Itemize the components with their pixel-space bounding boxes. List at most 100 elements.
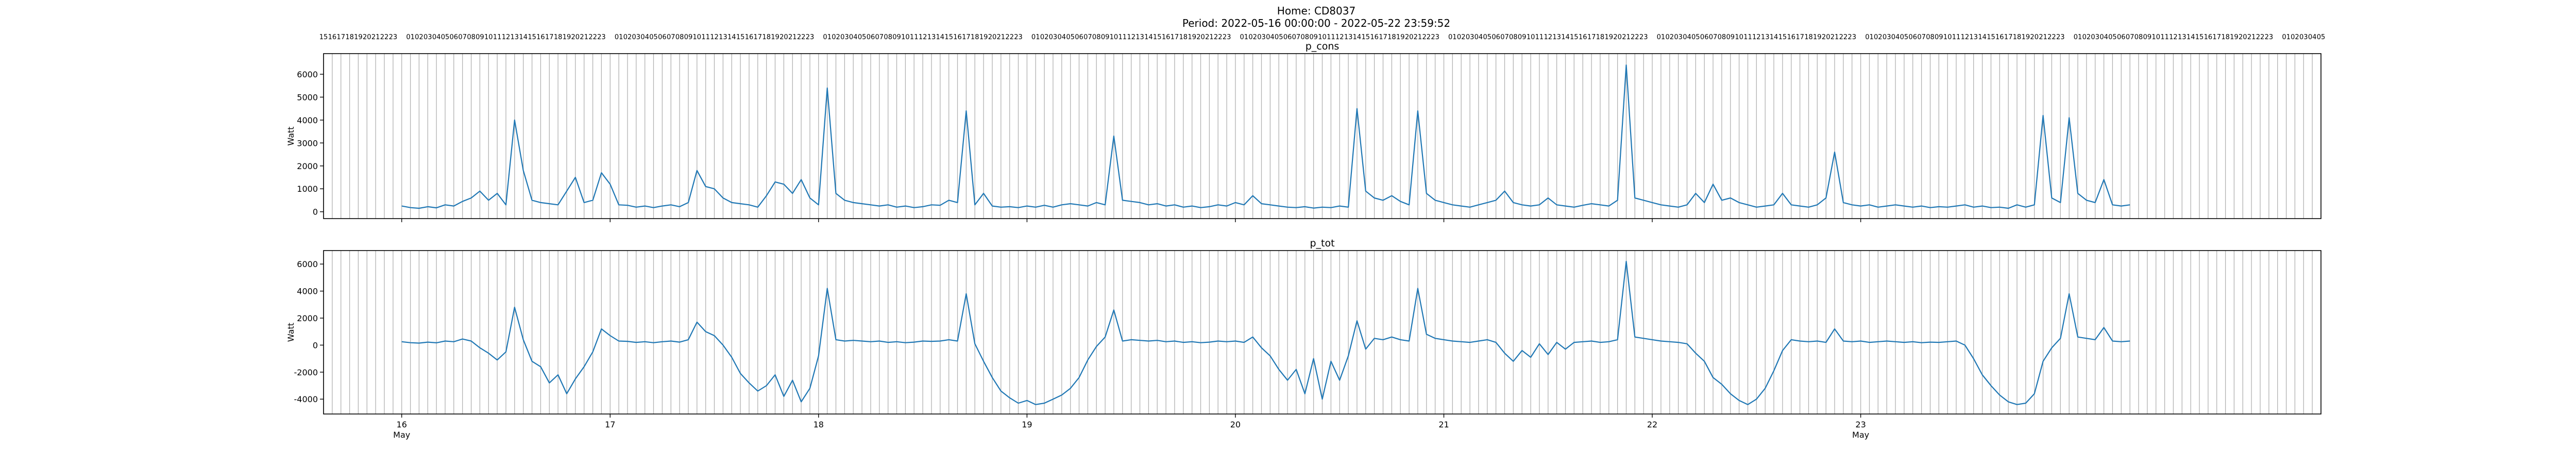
y-tick-label: 0	[313, 207, 318, 217]
top-hour-tick-label: 04	[1058, 34, 1066, 41]
top-hour-tick-label: 04	[1683, 34, 1691, 41]
top-hour-tick-label: 02	[1248, 34, 1257, 41]
top-hour-tick-label: 15	[1362, 34, 1370, 41]
top-hour-tick-label: 06	[450, 34, 459, 41]
top-hour-tick-label: 10	[1943, 34, 1952, 41]
top-hour-tick-label: 20	[1405, 34, 1414, 41]
top-hour-tick-label: 03	[423, 34, 432, 41]
top-hour-tick-label: 22	[2256, 34, 2265, 41]
top-hour-tick-label: 11	[701, 34, 710, 41]
top-hour-tick-label: 09	[1101, 34, 1110, 41]
top-hour-tick-label: 11	[910, 34, 919, 41]
top-hour-tick-label: 11	[1535, 34, 1544, 41]
top-hour-tick-label: 21	[1622, 34, 1631, 41]
top-hour-tick-label: 17	[1795, 34, 1804, 41]
top-hour-tick-label: 02	[2082, 34, 2091, 41]
x-tick-label: 21	[1438, 420, 1449, 429]
top-hour-tick-label: 06	[867, 34, 875, 41]
top-hour-tick-label: 02	[1040, 34, 1049, 41]
top-hour-tick-label: 08	[2134, 34, 2143, 41]
top-hour-tick-label: 22	[588, 34, 597, 41]
top-hour-tick-label: 20	[988, 34, 997, 41]
top-hour-tick-label: 22	[1839, 34, 1848, 41]
top-hour-tick-label: 15	[944, 34, 953, 41]
top-hour-tick-label: 18	[971, 34, 979, 41]
top-hour-tick-label: 20	[2030, 34, 2039, 41]
y-tick-label: 4000	[297, 287, 318, 296]
top-hour-tick-label: 01	[406, 34, 415, 41]
y-tick-label: 0	[313, 340, 318, 350]
top-hour-tick-label: 16	[536, 34, 545, 41]
top-hour-tick-label: 07	[1500, 34, 1509, 41]
top-hour-tick-label: 13	[1969, 34, 1978, 41]
top-hour-tick-label: 08	[1509, 34, 1518, 41]
top-hour-tick-label: 10	[2151, 34, 2160, 41]
top-hour-tick-label: 17	[336, 34, 345, 41]
y-tick-label: -4000	[294, 394, 318, 404]
top-hour-tick-label: 03	[1049, 34, 1058, 41]
top-hour-tick-label: 16	[328, 34, 337, 41]
top-hour-tick-label: 06	[658, 34, 667, 41]
series-line	[401, 260, 2130, 405]
top-hour-tick-label: 08	[1718, 34, 1726, 41]
top-hour-tick-label: 06	[2117, 34, 2126, 41]
top-hour-tick-label: 19	[771, 34, 779, 41]
top-hour-tick-label: 14	[519, 34, 528, 41]
axes-frame	[323, 250, 2321, 415]
top-hour-tick-label: 04	[2099, 34, 2108, 41]
top-hour-tick-label: 17	[962, 34, 971, 41]
top-hour-tick-label: 12	[502, 34, 511, 41]
top-hour-tick-label: 14	[936, 34, 945, 41]
top-hour-tick-label: 23	[2265, 34, 2274, 41]
top-hour-tick-label: 22	[1005, 34, 1014, 41]
top-hour-tick-label: 01	[1240, 34, 1249, 41]
top-hour-tick-label: 17	[754, 34, 762, 41]
top-hour-tick-label: 14	[1978, 34, 1987, 41]
top-hour-tick-label: 15	[319, 34, 328, 41]
top-hour-tick-label: 02	[2291, 34, 2299, 41]
top-hour-tick-label: 14	[727, 34, 736, 41]
x-tick-label: 17	[605, 420, 615, 429]
y-tick-label: 5000	[297, 92, 318, 102]
top-hour-tick-label: 18	[1804, 34, 1813, 41]
top-hour-tick-label: 14	[1144, 34, 1153, 41]
top-hour-tick-label: 22	[1214, 34, 1223, 41]
top-hour-tick-label: 13	[2178, 34, 2187, 41]
top-hour-tick-label: 08	[467, 34, 476, 41]
panel-title: p_tot	[1310, 238, 1334, 249]
top-hour-tick-label: 20	[1822, 34, 1831, 41]
top-hour-tick-label: 14	[1353, 34, 1362, 41]
top-hour-tick-label: 19	[979, 34, 988, 41]
top-hour-tick-label: 21	[997, 34, 1006, 41]
top-hour-tick-label: 12	[1127, 34, 1136, 41]
top-hour-tick-label: 11	[1952, 34, 1961, 41]
top-hour-tick-label: 12	[1544, 34, 1553, 41]
top-hour-tick-label: 13	[1552, 34, 1561, 41]
top-hour-tick-label: 06	[1283, 34, 1292, 41]
top-hour-tick-label: 21	[1831, 34, 1839, 41]
y-tick-label: -2000	[294, 368, 318, 377]
top-hour-tick-label: 18	[345, 34, 354, 41]
top-hour-tick-label: 19	[354, 34, 363, 41]
y-axis-label: Watt	[286, 126, 296, 145]
x-tick-label: 23	[1855, 420, 1866, 429]
top-hour-tick-label: 08	[1301, 34, 1310, 41]
top-hour-tick-label: 18	[2221, 34, 2230, 41]
top-hour-tick-label: 01	[1448, 34, 1457, 41]
top-hour-tick-label: 16	[1162, 34, 1171, 41]
top-hour-tick-label: 08	[675, 34, 684, 41]
top-hour-tick-label: 02	[623, 34, 632, 41]
y-tick-label: 6000	[297, 259, 318, 269]
top-hour-tick-label: 18	[1596, 34, 1605, 41]
top-hour-tick-label: 04	[1475, 34, 1483, 41]
top-hour-tick-label: 21	[1414, 34, 1422, 41]
top-hour-tick-label: 15	[1570, 34, 1579, 41]
top-hour-tick-label: 22	[380, 34, 389, 41]
top-hour-tick-label: 01	[1031, 34, 1040, 41]
x-tick-month-label: May	[1852, 430, 1869, 440]
top-hour-tick-label: 14	[2187, 34, 2195, 41]
top-hour-tick-label: 09	[1935, 34, 1943, 41]
top-hour-tick-label: 23	[597, 34, 606, 41]
